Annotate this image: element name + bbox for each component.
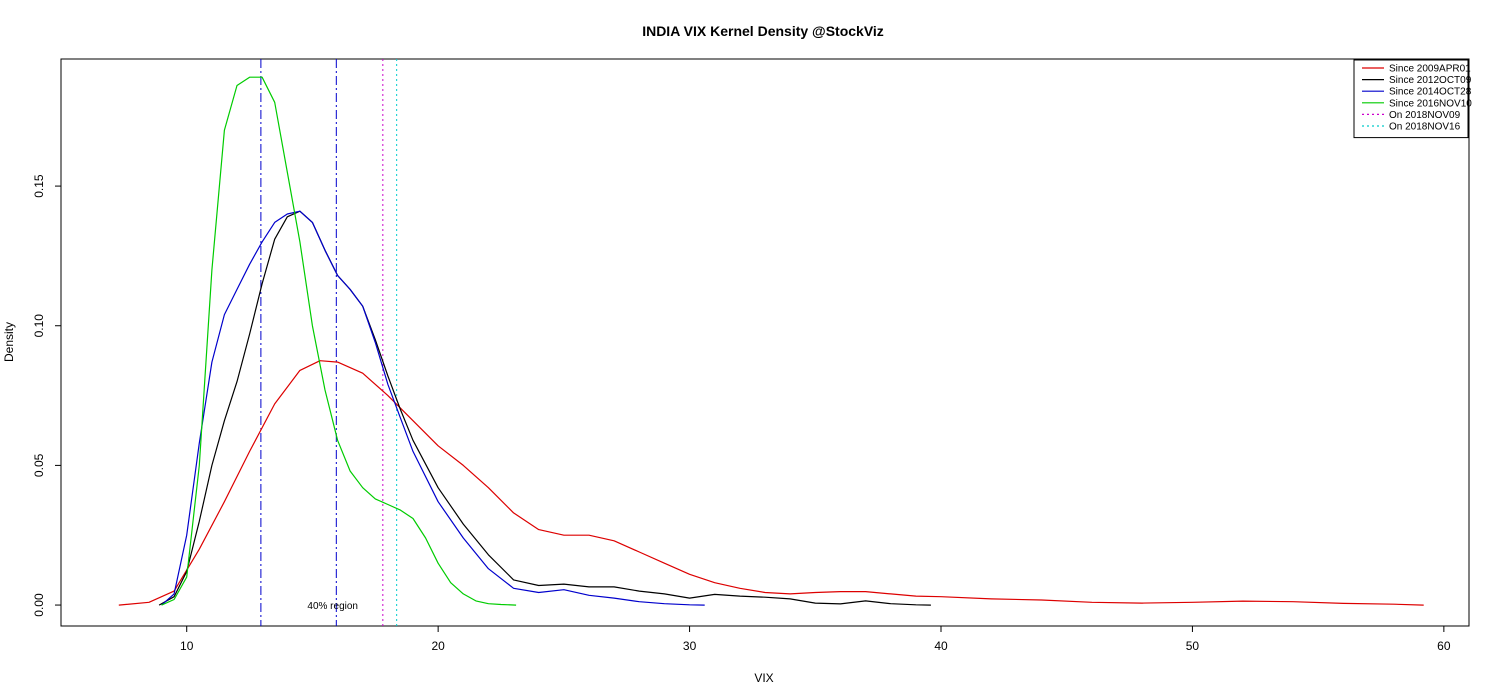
- y-tick-label: 0.15: [32, 174, 46, 198]
- density-series: [118, 76, 1424, 606]
- legend-label: Since 2014OCT28: [1389, 87, 1472, 98]
- x-tick-label: 30: [683, 639, 697, 653]
- annotation-40-region: 40% region: [307, 601, 358, 612]
- legend-label: Since 2016NOV10: [1389, 98, 1472, 109]
- x-tick-label: 40: [934, 639, 948, 653]
- legend-label: On 2018NOV16: [1389, 122, 1461, 133]
- series-line-1: [158, 210, 931, 606]
- y-axis: 0.00 0.05 0.10 0.15: [32, 174, 61, 617]
- y-tick-label: 0.10: [32, 314, 46, 338]
- y-tick-label: 0.00: [32, 593, 46, 617]
- x-tick-label: 60: [1437, 639, 1451, 653]
- legend-label: Since 2009APR01: [1389, 64, 1471, 75]
- y-tick-label: 0.05: [32, 453, 46, 477]
- x-axis: 10 20 30 40 50 60: [180, 626, 1451, 653]
- vertical-lines: [260, 59, 398, 626]
- series-line-0: [118, 360, 1424, 606]
- legend-label: On 2018NOV09: [1389, 110, 1461, 121]
- series-line-3: [161, 76, 517, 606]
- legend-box: [1353, 59, 1469, 139]
- plot-frame: [60, 58, 1470, 627]
- legend-label: Since 2012OCT09: [1389, 75, 1472, 86]
- chart-title: INDIA VIX Kernel Density @StockViz: [642, 23, 884, 39]
- x-tick-label: 50: [1186, 639, 1200, 653]
- x-tick-label: 20: [431, 639, 445, 653]
- x-axis-label: VIX: [754, 671, 773, 685]
- x-tick-label: 10: [180, 639, 194, 653]
- y-axis-label: Density: [2, 322, 16, 362]
- series-line-2: [161, 210, 705, 606]
